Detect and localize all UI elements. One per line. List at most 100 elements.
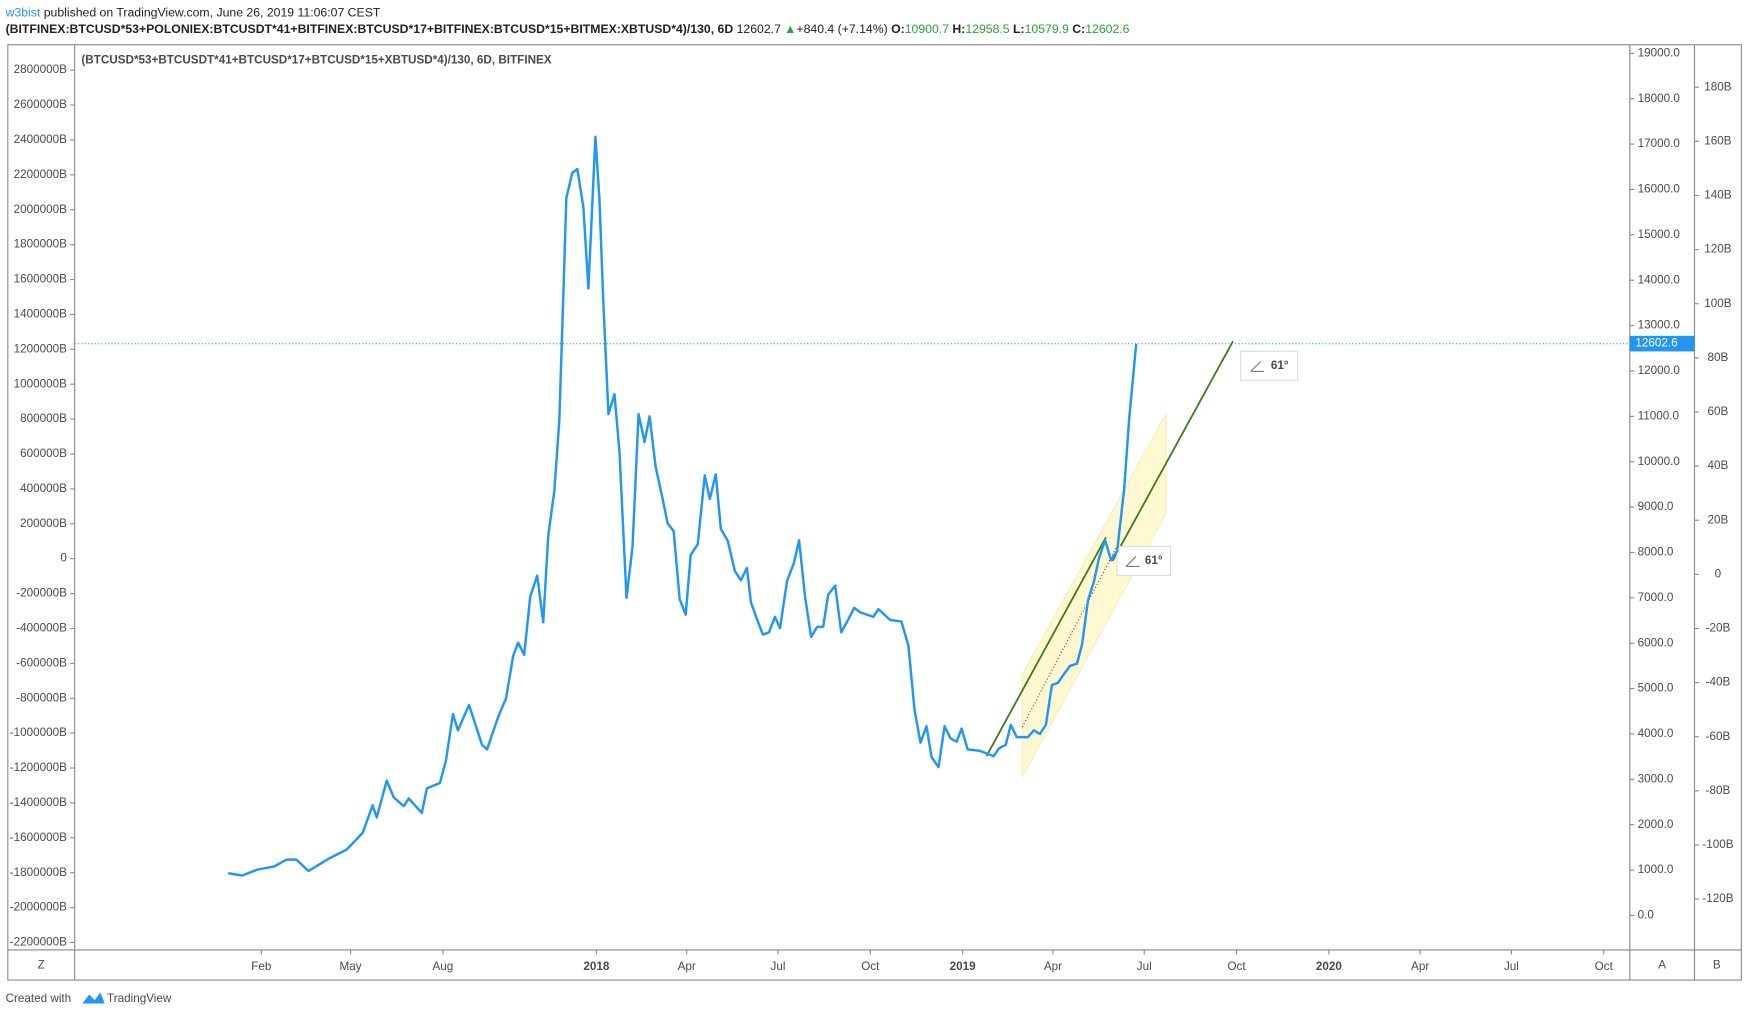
angle-icon [1125, 556, 1140, 568]
y-tick-label: 0 [60, 552, 67, 565]
y-tick-label: -1800000B [10, 866, 67, 879]
y-tick-label: 1200000B [14, 342, 68, 355]
x-tick-label: Jul [771, 960, 786, 973]
angle-label: 61° [1271, 359, 1289, 372]
x-tick-label: Apr [678, 960, 696, 973]
y-tick-label: 13000.0 [1638, 319, 1681, 332]
angle-box [1116, 545, 1172, 576]
y-tick-label: 0.0 [1638, 909, 1655, 922]
y-tick-label: 19000.0 [1638, 46, 1681, 59]
y-tick-label: 100B [1704, 297, 1732, 310]
channel-mid [1021, 546, 1118, 728]
y-tick-label: 6000.0 [1638, 636, 1674, 649]
x-tick-label: Jul [1137, 960, 1152, 973]
angle-box [1240, 350, 1299, 381]
y-tick-label: 1400000B [14, 308, 68, 321]
button[interactable]: B [1713, 959, 1721, 972]
y-tick-label: 2800000B [14, 63, 68, 76]
high: 12958.5 [965, 22, 1009, 36]
button[interactable]: A [1658, 959, 1666, 972]
trend-line [985, 537, 1107, 757]
footer-created: Created with [6, 992, 72, 1005]
y-tick-label: -1600000B [10, 831, 67, 844]
author[interactable]: w3bist [5, 6, 41, 20]
y-tick-label: 180B [1704, 80, 1732, 93]
y-tick-label: 15000.0 [1638, 228, 1681, 241]
y-tick-label: 20B [1708, 513, 1729, 526]
y-tick-label: -20B [1706, 622, 1731, 635]
symbol-line: (BITFINEX:BTCUSD*53+POLONIEX:BTCUSDT*41+… [6, 22, 1130, 36]
y-tick-label: 160B [1704, 134, 1732, 147]
trend-line [1111, 340, 1234, 562]
y-tick-label: 40B [1708, 459, 1729, 472]
h-label: H: [952, 22, 965, 36]
x-tick-label: May [340, 960, 362, 973]
x-tick-label: 2018 [583, 960, 610, 973]
y-tick-label: 17000.0 [1638, 137, 1681, 150]
y-tick-label: 800000B [20, 412, 67, 425]
y-tick-label: 80B [1708, 351, 1729, 364]
y-tick-label: 9000.0 [1638, 500, 1674, 513]
x-tick-label: Feb [251, 960, 272, 973]
x-tick-label: Oct [1595, 960, 1614, 973]
published: published on TradingView.com, June 26, 2… [44, 6, 381, 20]
angle-label: 61° [1145, 554, 1163, 567]
y-tick-label: 200000B [20, 517, 67, 530]
y-tick-label: 14000.0 [1638, 273, 1681, 286]
y-tick-label: 600000B [20, 447, 67, 460]
x-tick-label: 2019 [950, 960, 977, 973]
y-tick-label: 400000B [20, 482, 67, 495]
y-tick-label: 12000.0 [1638, 364, 1681, 377]
y-tick-label: 2400000B [14, 133, 68, 146]
y-tick-label: 2000000B [14, 203, 68, 216]
low: 10579.9 [1025, 22, 1069, 36]
y-tick-label: -600000B [16, 656, 67, 669]
last-price-label: 12602.6 [1635, 337, 1677, 350]
y-tick-label: 5000.0 [1638, 682, 1674, 695]
last: 12602.7 [737, 22, 781, 36]
y-tick-label: 8000.0 [1638, 546, 1674, 559]
price-line [228, 135, 1138, 877]
x-tick-label: Oct [1227, 960, 1246, 973]
y-tick-label: -100B [1702, 838, 1733, 851]
y-tick-label: -40B [1706, 676, 1731, 689]
y-tick-label: -800000B [16, 691, 67, 704]
y-tick-label: 1600000B [14, 273, 68, 286]
button[interactable]: Z [38, 959, 45, 972]
y-tick-label: 3000.0 [1638, 772, 1674, 785]
y-tick-label: -1400000B [10, 796, 67, 809]
y-tick-label: 140B [1704, 189, 1732, 202]
x-tick-label: Apr [1411, 960, 1429, 973]
y-tick-label: 2200000B [14, 168, 68, 181]
x-tick-label: Jul [1504, 960, 1519, 973]
y-tick-label: -80B [1706, 784, 1731, 797]
channel [1021, 413, 1167, 778]
l-label: L: [1013, 22, 1025, 36]
y-tick-label: -60B [1706, 730, 1731, 743]
change: +840.4 (+7.14%) [796, 22, 887, 36]
x-tick-label: Oct [861, 960, 880, 973]
y-tick-label: -1000000B [10, 726, 67, 739]
y-tick-label: 1800000B [14, 238, 68, 251]
y-tick-label: -1200000B [10, 761, 67, 774]
last-price-tag [1629, 335, 1695, 352]
y-tick-label: 7000.0 [1638, 591, 1674, 604]
y-tick-label: 60B [1708, 405, 1729, 418]
y-tick-label: -2200000B [10, 936, 67, 949]
y-tick-label: -200000B [16, 587, 67, 600]
y-tick-label: 1000000B [14, 377, 68, 390]
y-tick-label: 2600000B [14, 98, 68, 111]
o-label: O: [891, 22, 905, 36]
y-tick-label: -2000000B [10, 901, 67, 914]
chart-title: (BTCUSD*53+BTCUSDT*41+BTCUSD*17+BTCUSD*1… [81, 53, 551, 66]
y-tick-label: 4000.0 [1638, 727, 1674, 740]
y-tick-label: 1000.0 [1638, 863, 1674, 876]
y-tick-label: 16000.0 [1638, 183, 1681, 196]
footer-brand[interactable]: TradingView [107, 992, 172, 1005]
y-tick-label: 18000.0 [1638, 92, 1681, 105]
logo [82, 992, 105, 1004]
y-tick-label: 2000.0 [1638, 818, 1674, 831]
y-tick-label: 120B [1704, 243, 1732, 256]
y-tick-label: -120B [1702, 892, 1733, 905]
